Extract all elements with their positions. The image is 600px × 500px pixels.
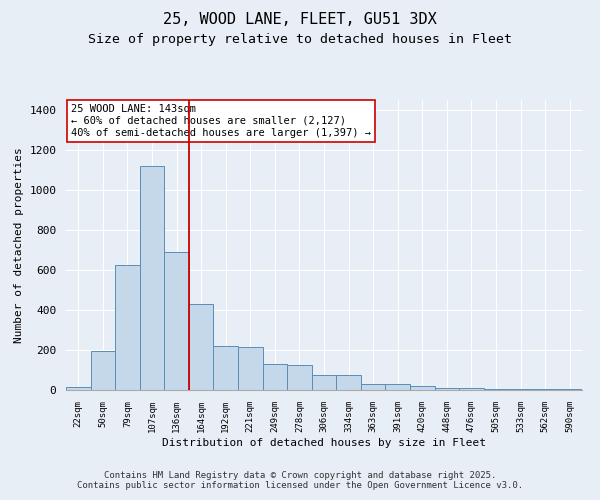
Bar [214,346,238,390]
Bar [312,375,336,390]
Bar [385,384,410,390]
Bar [484,389,508,390]
Y-axis label: Number of detached properties: Number of detached properties [14,147,24,343]
Text: Contains HM Land Registry data © Crown copyright and database right 2025.
Contai: Contains HM Land Registry data © Crown c… [77,470,523,490]
X-axis label: Distribution of detached houses by size in Fleet: Distribution of detached houses by size … [162,438,486,448]
Bar [115,265,140,390]
Bar [434,388,459,390]
Bar [459,388,484,390]
Bar [287,365,312,390]
Bar [508,389,533,390]
Bar [189,304,214,390]
Bar [263,364,287,390]
Bar [557,389,582,390]
Text: 25 WOOD LANE: 143sqm
← 60% of detached houses are smaller (2,127)
40% of semi-de: 25 WOOD LANE: 143sqm ← 60% of detached h… [71,104,371,138]
Bar [533,389,557,390]
Bar [91,351,115,390]
Bar [66,387,91,390]
Text: 25, WOOD LANE, FLEET, GU51 3DX: 25, WOOD LANE, FLEET, GU51 3DX [163,12,437,28]
Bar [140,166,164,390]
Bar [164,252,189,390]
Bar [410,386,434,390]
Text: Size of property relative to detached houses in Fleet: Size of property relative to detached ho… [88,32,512,46]
Bar [336,375,361,390]
Bar [238,347,263,390]
Bar [361,384,385,390]
